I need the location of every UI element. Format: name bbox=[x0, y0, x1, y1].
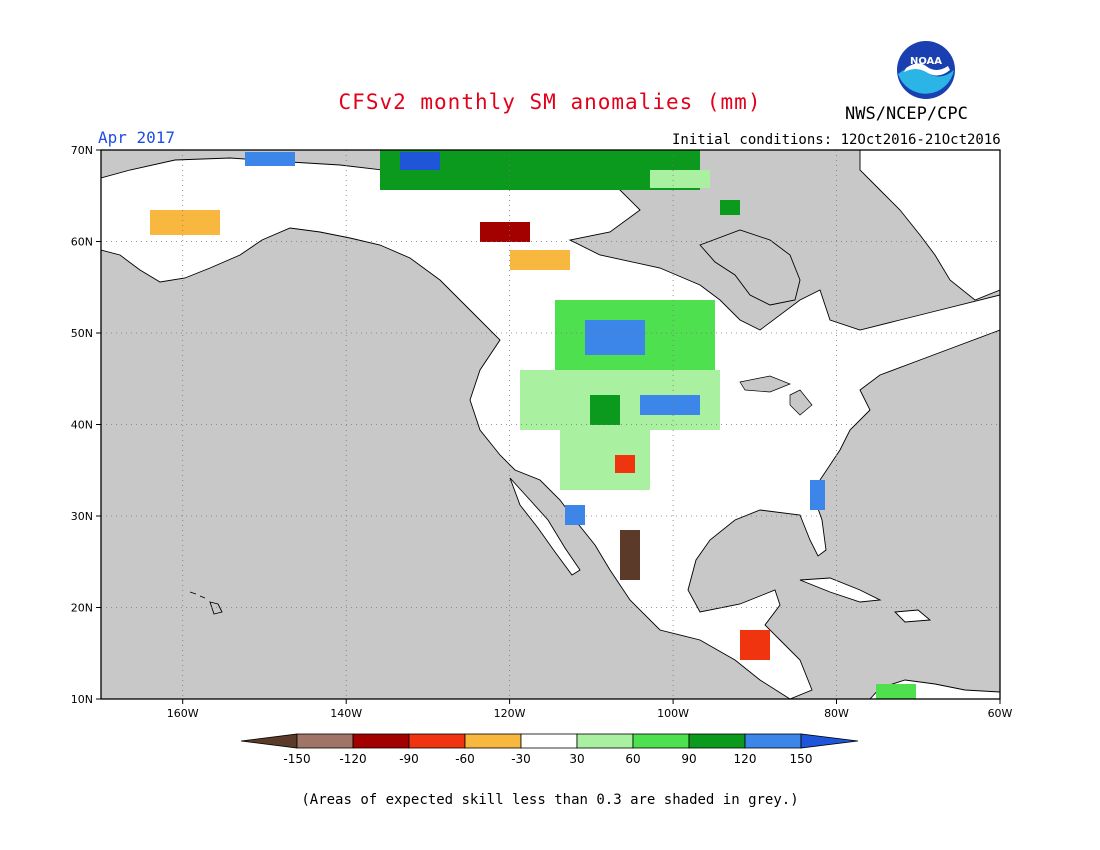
lat-tick-10n: 10N bbox=[71, 693, 93, 706]
colorbar-swatch-8 bbox=[688, 733, 746, 749]
valid-month-label: Apr 2017 bbox=[98, 128, 176, 147]
colorbar-low-arrow bbox=[240, 733, 298, 749]
greenland-land bbox=[859, 150, 1000, 301]
colorbar-swatch-3 bbox=[408, 733, 466, 749]
initial-conditions-label: Initial conditions: 12Oct2016-21Oct2016 bbox=[672, 132, 1001, 148]
colorbar-label: -120 bbox=[339, 752, 366, 766]
anomaly-patches bbox=[150, 150, 916, 699]
lon-tick-140w: 140W bbox=[330, 707, 362, 720]
cuba bbox=[799, 577, 882, 603]
lat-tick-30n: 30N bbox=[71, 510, 93, 523]
hispaniola bbox=[893, 609, 932, 623]
lon-tick-120w: 120W bbox=[494, 707, 526, 720]
colorbar-label: -90 bbox=[399, 752, 419, 766]
organization-label: NWS/NCEP/CPC bbox=[845, 104, 968, 124]
colorbar-label: 150 bbox=[790, 752, 813, 766]
hawaii bbox=[189, 591, 223, 615]
lon-tick-80w: 80W bbox=[824, 707, 849, 720]
colorbar-label: 120 bbox=[734, 752, 757, 766]
colorbar-label: 30 bbox=[569, 752, 584, 766]
colorbar-label: -150 bbox=[283, 752, 310, 766]
colorbar-swatch-9 bbox=[744, 733, 802, 749]
colorbar: -150 -120 -90 -60 -30 30 60 90 120 150 bbox=[240, 733, 859, 766]
lat-tick-70n: 70N bbox=[71, 144, 93, 157]
skill-footnote: (Areas of expected skill less than 0.3 a… bbox=[301, 792, 799, 808]
colorbar-high-arrow bbox=[800, 733, 859, 749]
lon-tick-100w: 100W bbox=[657, 707, 689, 720]
colorbar-swatch-1 bbox=[296, 733, 354, 749]
colorbar-swatch-4 bbox=[464, 733, 522, 749]
lat-tick-50n: 50N bbox=[71, 327, 93, 340]
colorbar-swatch-5 bbox=[520, 733, 578, 749]
colorbar-label: 60 bbox=[625, 752, 640, 766]
colorbar-label: 90 bbox=[681, 752, 696, 766]
great-lakes bbox=[739, 375, 813, 416]
lat-tick-20n: 20N bbox=[71, 602, 93, 615]
colorbar-swatch-6 bbox=[576, 733, 634, 749]
colorbar-swatch-2 bbox=[352, 733, 410, 749]
logo-text: NOAA bbox=[910, 56, 942, 67]
lon-tick-60w: 60W bbox=[988, 707, 1013, 720]
page-title: CFSv2 monthly SM anomalies (mm) bbox=[338, 90, 762, 114]
hudson-bay bbox=[699, 229, 801, 306]
colorbar-label: -30 bbox=[511, 752, 531, 766]
baja-peninsula bbox=[509, 477, 581, 576]
colorbar-swatch-7 bbox=[632, 733, 690, 749]
colorbar-label: -60 bbox=[455, 752, 475, 766]
noaa-logo: NOAA bbox=[897, 41, 955, 99]
lat-tick-40n: 40N bbox=[71, 419, 93, 432]
lat-tick-60n: 60N bbox=[71, 236, 93, 249]
lon-tick-160w: 160W bbox=[167, 707, 199, 720]
